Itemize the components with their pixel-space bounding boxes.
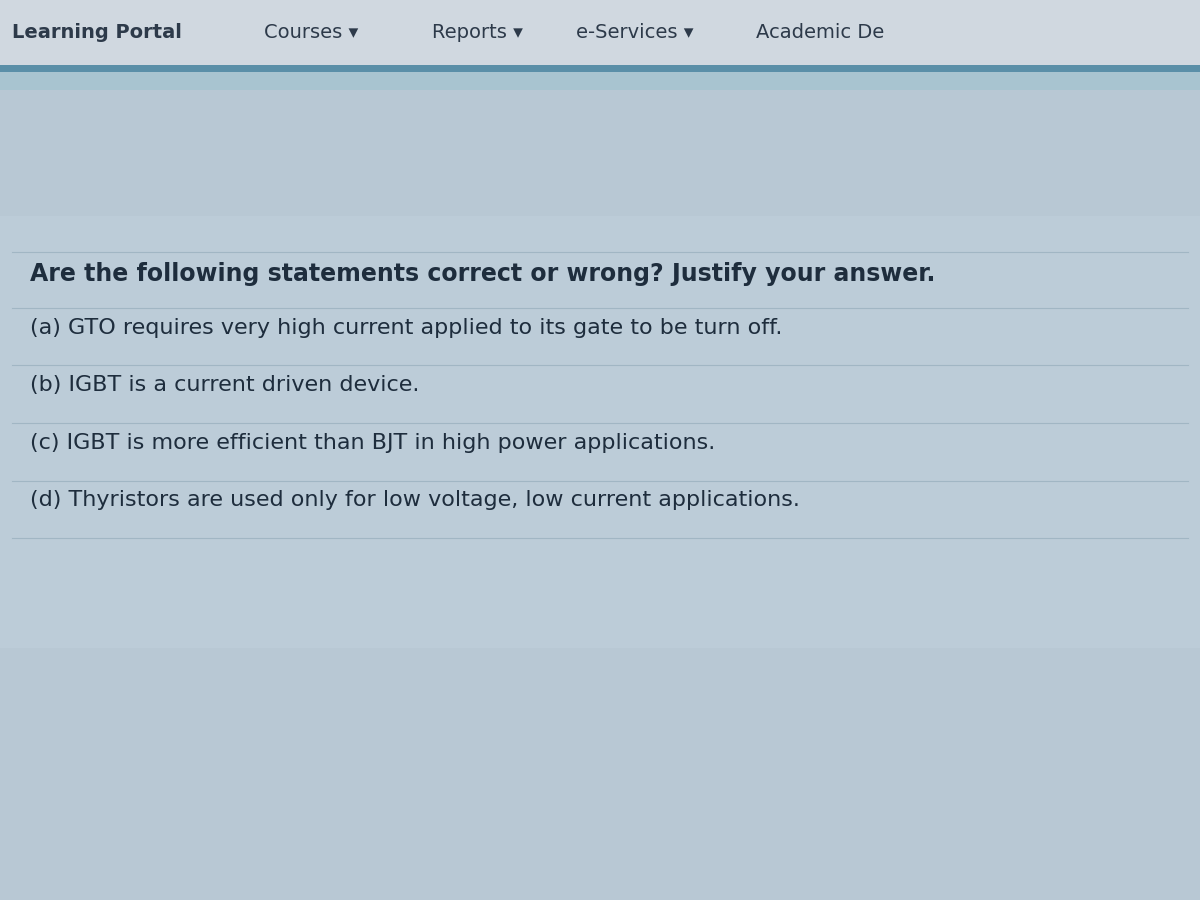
Text: Academic De: Academic De [756,22,884,42]
Text: (d) Thyristors are used only for low voltage, low current applications.: (d) Thyristors are used only for low vol… [30,491,800,510]
FancyBboxPatch shape [0,216,1200,648]
Text: Learning Portal: Learning Portal [12,22,182,42]
FancyBboxPatch shape [0,90,1200,900]
Text: e-Services ▾: e-Services ▾ [576,22,694,42]
Text: Courses ▾: Courses ▾ [264,22,359,42]
FancyBboxPatch shape [0,72,1200,90]
Text: Are the following statements correct or wrong? Justify your answer.: Are the following statements correct or … [30,263,935,286]
Text: (a) GTO requires very high current applied to its gate to be turn off.: (a) GTO requires very high current appli… [30,319,782,338]
Text: Reports ▾: Reports ▾ [432,22,523,42]
FancyBboxPatch shape [0,0,1200,65]
Text: (c) IGBT is more efficient than BJT in high power applications.: (c) IGBT is more efficient than BJT in h… [30,433,715,453]
FancyBboxPatch shape [0,65,1200,72]
Text: (b) IGBT is a current driven device.: (b) IGBT is a current driven device. [30,375,419,395]
